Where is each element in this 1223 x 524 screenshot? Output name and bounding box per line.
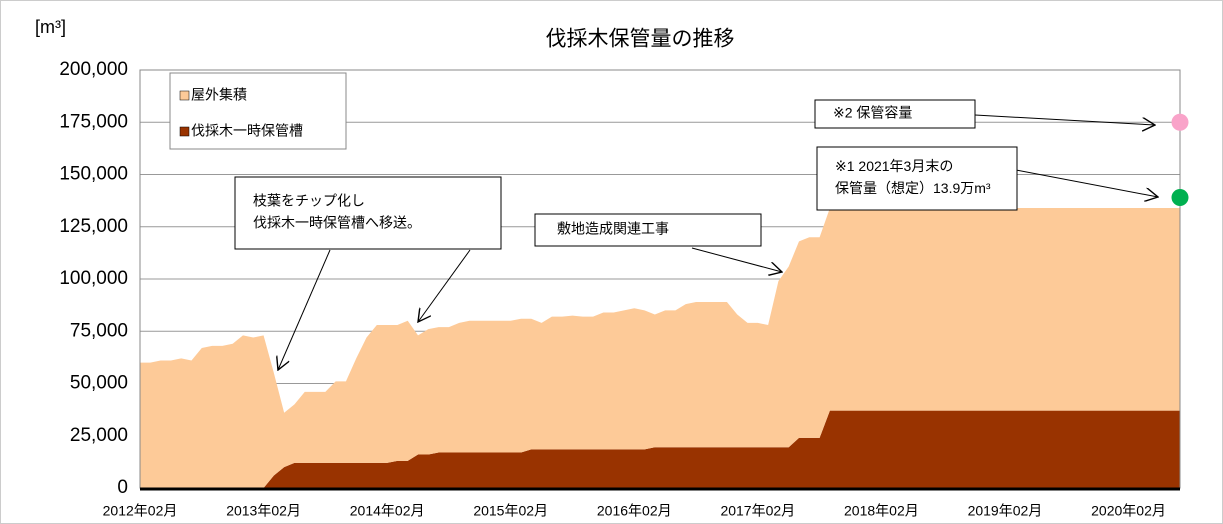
legend-label: 屋外集積: [191, 87, 247, 103]
y-tick-label: 175,000: [59, 111, 128, 132]
y-tick-label: 25,000: [70, 425, 128, 446]
arrow: [278, 249, 331, 370]
area: [140, 410, 1180, 488]
arrow: [974, 114, 1155, 125]
y-tick-label: 50,000: [70, 373, 128, 394]
legend-swatch: [179, 126, 190, 137]
y-tick-label: 0: [117, 477, 128, 498]
arrow: [418, 249, 471, 322]
y-tick-label: 200,000: [59, 59, 128, 80]
legend-label: 伐採木一時保管槽: [191, 123, 303, 139]
annotation-box: [814, 99, 976, 129]
y-tick-label: 125,000: [59, 216, 128, 237]
x-tick-label: 2013年02月: [226, 503, 301, 519]
area: [140, 207, 1180, 488]
y-tick-label: 150,000: [59, 164, 128, 185]
y-tick-label: 100,000: [59, 268, 128, 289]
annotation-text: 敷地造成関連工事: [557, 221, 669, 237]
annotation-text: ※1 2021年3月末の: [835, 158, 953, 174]
arrow: [1015, 169, 1158, 197]
annotation-box: [534, 213, 762, 247]
x-tick-label: 2017年02月: [720, 503, 795, 519]
annotation-text: ※2 保管容量: [833, 105, 912, 121]
x-tick-label: 2018年02月: [844, 503, 919, 519]
x-tick-label: 2015年02月: [473, 503, 548, 519]
annotation-text: 保管量（想定）13.9万m³: [835, 180, 991, 196]
annotation-box: [816, 146, 1018, 211]
areas: [140, 207, 1180, 488]
annotation-box: [234, 176, 502, 250]
x-tick-label: 2016年02月: [597, 503, 672, 519]
points: [1171, 113, 1189, 206]
x-labels: 2012年02月 2013年02月 2014年02月 2015年02月 2016年02月…: [103, 503, 1166, 519]
x-tick-label: 2012年02月: [103, 503, 178, 519]
y-unit: [m³]: [35, 17, 66, 37]
y-tick-label: 75,000: [70, 320, 128, 341]
x-tick-label: 2020年02月: [1091, 503, 1166, 519]
legend-swatch: [179, 90, 190, 101]
point: [1171, 113, 1189, 131]
point: [1171, 188, 1189, 206]
x-tick-label: 2019年02月: [968, 503, 1043, 519]
legend: [169, 72, 347, 150]
arrow: [691, 247, 782, 272]
x-tick-label: 2014年02月: [350, 503, 425, 519]
annotation-text: 枝葉をチップ化し: [253, 193, 365, 209]
annotation-text: 伐採木一時保管槽へ移送。: [253, 215, 421, 231]
chart-title: 伐採木保管量の推移: [546, 28, 735, 51]
